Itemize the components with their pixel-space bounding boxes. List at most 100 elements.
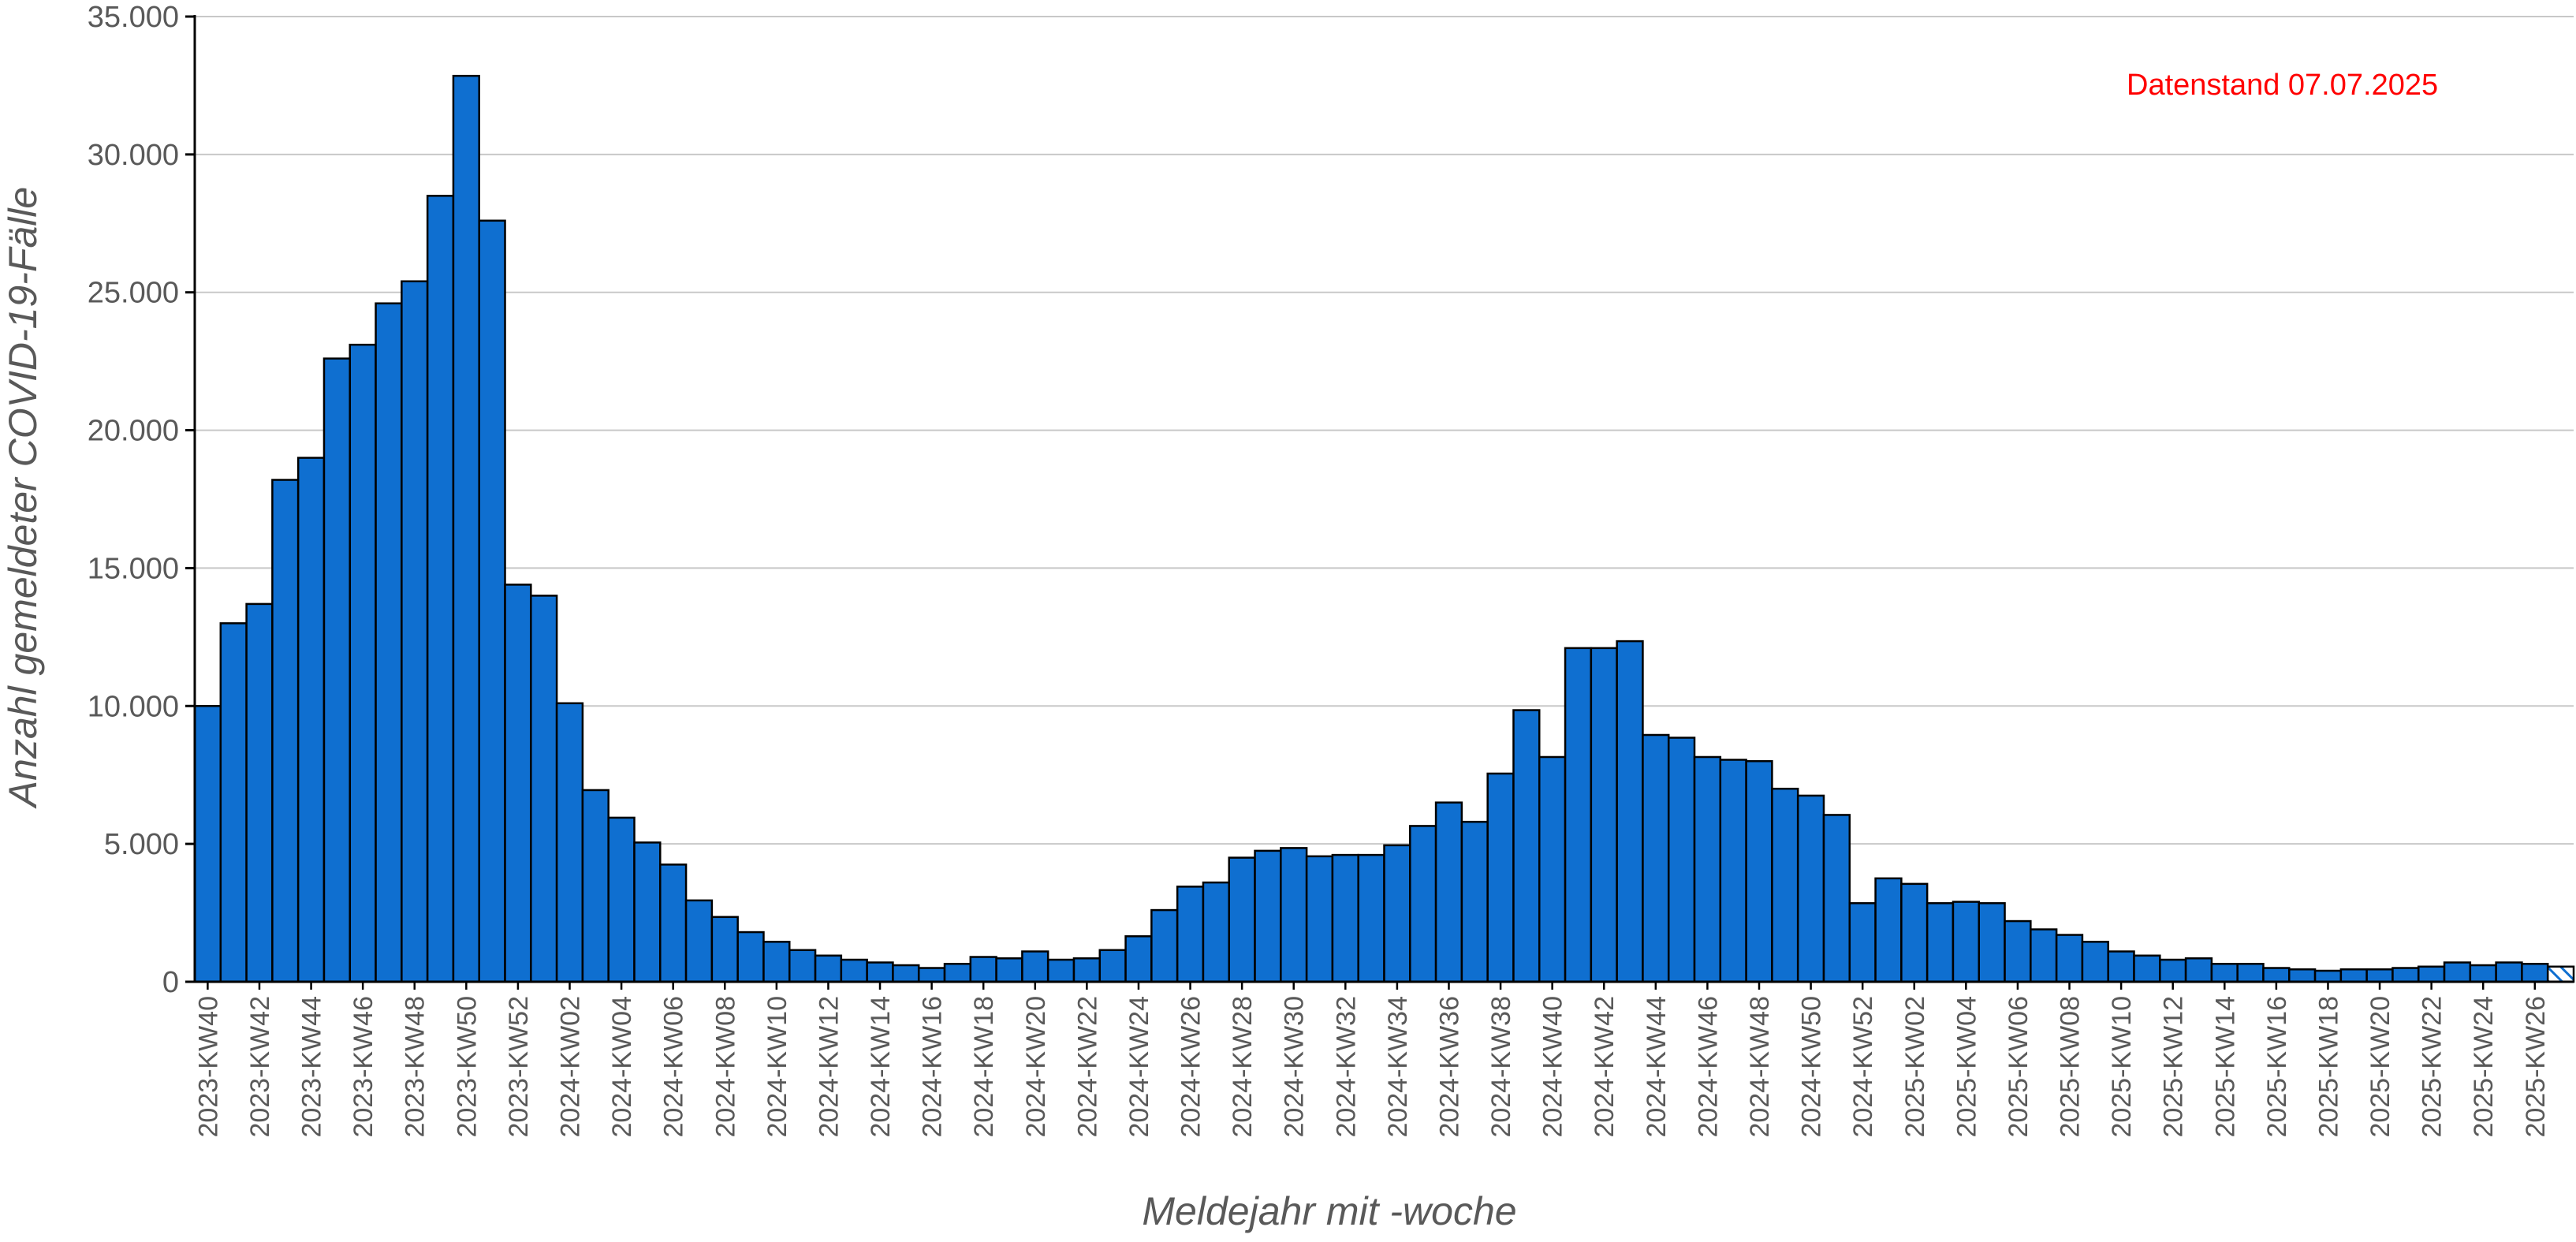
bar-2024-KW13: [840, 958, 868, 983]
y-tick-label: 30.000: [88, 139, 179, 172]
bar-2023-KW52: [504, 584, 532, 983]
bar-2024-KW29: [1254, 849, 1282, 983]
y-tick-label: 35.000: [88, 1, 179, 34]
bar-2024-KW06: [659, 863, 688, 983]
x-tick-label: 2025-KW26: [2521, 996, 2551, 1138]
bar-2024-KW14: [866, 961, 894, 983]
bar-2024-KW31: [1305, 855, 1334, 983]
bar-2024-KW46: [1693, 755, 1722, 983]
bar-2024-KW10: [762, 941, 791, 983]
x-tick-label: 2024-KW24: [1124, 996, 1154, 1138]
bar-2025-KW01: [1874, 877, 1903, 983]
bar-2024-KW42: [1590, 647, 1618, 983]
bar-2024-KW21: [1046, 958, 1076, 983]
y-tick-label: 0: [162, 966, 179, 999]
bar-2024-KW35: [1409, 825, 1437, 983]
x-tick-label: 2023-KW52: [504, 996, 534, 1138]
bar-2024-KW48: [1745, 759, 1773, 983]
x-tick-label: 2025-KW08: [2056, 996, 2086, 1138]
bar-2025-KW22: [2417, 965, 2446, 983]
y-tick-label: 15.000: [88, 552, 179, 585]
bar-2024-KW52: [1848, 902, 1877, 983]
bar-2024-KW28: [1228, 856, 1256, 983]
bar-2024-KW44: [1642, 733, 1670, 983]
bar-2025-KW08: [2055, 934, 2084, 983]
bar-2023-KW50: [452, 74, 480, 983]
x-tick-label: 2025-KW22: [2418, 996, 2447, 1138]
x-tick-label: 2023-KW42: [245, 996, 275, 1138]
x-tick-label: 2025-KW14: [2210, 996, 2240, 1138]
bar-2024-KW17: [943, 963, 972, 983]
bar-2024-KW04: [607, 816, 636, 983]
bar-2025-KW14: [2210, 963, 2239, 983]
bar-2025-KW15: [2236, 963, 2265, 983]
bar-2025-KW11: [2133, 954, 2161, 983]
bar-2024-KW16: [917, 967, 946, 983]
bar-2025-KW17: [2288, 968, 2317, 983]
x-tick-label: 2024-KW02: [556, 996, 586, 1138]
x-tick-label: 2025-KW04: [1952, 996, 1981, 1138]
bar-2024-KW05: [633, 841, 662, 983]
bar-2024-KW18: [969, 956, 997, 983]
x-tick-label: 2024-KW44: [1642, 996, 1672, 1138]
x-tick-label: 2024-KW36: [1434, 996, 1464, 1138]
bars: [193, 74, 2575, 983]
bar-2024-KW03: [581, 789, 610, 983]
x-tick-label: 2025-KW16: [2262, 996, 2292, 1138]
bar-2025-KW04: [1952, 901, 1981, 983]
x-tick-label: 2023-KW50: [452, 996, 482, 1138]
bar-2023-KW43: [271, 479, 300, 983]
bar-2024-KW45: [1667, 737, 1696, 983]
bar-2024-KW08: [710, 916, 739, 983]
x-tick-label: 2024-KW30: [1280, 996, 1310, 1138]
bar-2024-KW20: [1021, 950, 1049, 983]
x-tick-label: 2024-KW32: [1331, 996, 1361, 1138]
bar-2025-KW05: [1978, 902, 2006, 983]
bar-2024-KW38: [1486, 772, 1515, 983]
bar-2025-KW21: [2391, 967, 2420, 983]
axes: [185, 15, 2574, 983]
bar-2024-KW11: [788, 949, 817, 983]
x-tick-label: 2025-KW06: [2004, 996, 2034, 1138]
bar-2024-KW12: [814, 954, 843, 983]
bar-2025-KW18: [2313, 969, 2343, 983]
x-tick-label: 2024-KW48: [1745, 996, 1775, 1138]
bar-2024-KW15: [892, 964, 920, 983]
bar-2024-KW49: [1771, 787, 1799, 983]
bar-2024-KW41: [1564, 647, 1593, 983]
bar-2023-KW48: [401, 280, 429, 983]
bar-2023-KW49: [426, 195, 455, 983]
bar-2024-KW24: [1124, 935, 1153, 983]
bar-2024-KW07: [684, 899, 714, 983]
x-tick-label: 2024-KW28: [1228, 996, 1258, 1138]
x-tick-label: 2023-KW40: [193, 996, 223, 1138]
bar-2024-KW37: [1460, 820, 1489, 983]
bar-2024-KW25: [1150, 908, 1179, 983]
bar-2023-KW51: [478, 219, 506, 983]
x-tick-label: 2025-KW12: [2159, 996, 2189, 1138]
bar-2023-KW44: [296, 457, 326, 983]
x-tick-label: 2023-KW48: [401, 996, 431, 1138]
bar-2025-KW24: [2469, 964, 2497, 983]
x-tick-label: 2024-KW12: [814, 996, 844, 1138]
bar-2025-KW10: [2107, 950, 2135, 983]
bar-2023-KW45: [322, 357, 352, 983]
data-status-annotation: Datenstand 07.07.2025: [2127, 69, 2438, 102]
y-tick-label: 5.000: [104, 828, 179, 861]
x-tick-label: 2024-KW52: [1848, 996, 1878, 1138]
y-tick-label: 25.000: [88, 277, 179, 310]
bar-2025-KW09: [2081, 941, 2109, 983]
bar-2025-KW07: [2030, 928, 2058, 983]
x-tick-labels: 2023-KW40 2023-KW42 2023-KW44 2023-KW46 2023…: [193, 982, 2551, 1138]
bar-2023-KW40: [193, 705, 222, 983]
bar-2023-KW41: [219, 622, 248, 983]
bar-2024-KW26: [1176, 886, 1205, 983]
bar-2025-KW26: [2521, 963, 2549, 983]
bar-2025-KW16: [2262, 967, 2291, 983]
bar-2025-KW02: [1900, 882, 1929, 983]
y-tick-label: 20.000: [88, 415, 179, 448]
bar-2024-KW09: [736, 931, 765, 983]
bar-2025-KW03: [1925, 902, 1955, 983]
x-tick-label: 2024-KW38: [1486, 996, 1516, 1138]
